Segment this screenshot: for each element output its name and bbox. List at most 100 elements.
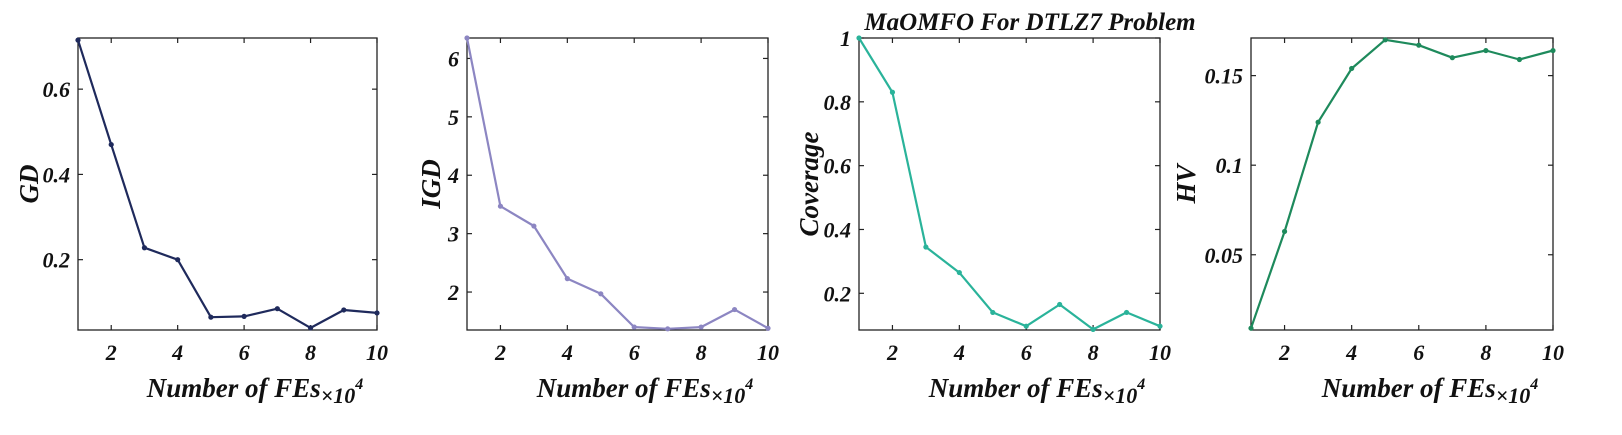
y-tick-label: 0.8	[824, 90, 852, 115]
data-point	[1248, 325, 1254, 331]
x-tick-label: 6	[1021, 340, 1032, 365]
data-point	[1281, 228, 1288, 235]
x-tick-label: 10	[757, 340, 779, 365]
x-tick-label: 8	[1480, 340, 1491, 365]
data-point	[765, 325, 771, 331]
x-axis-exponent: 4	[354, 376, 363, 393]
y-tick-label: 0.6	[43, 77, 71, 102]
data-point	[141, 245, 148, 251]
y-tick-label: 0.2	[43, 248, 71, 273]
series-line	[1249, 38, 1554, 329]
x-axis-label-text: Number of FEs	[146, 373, 321, 403]
chart-panel-3: 2 4 6 8 10 0.2 0.4 0.6 0.8 1 Coverage Number of FEs…	[794, 26, 1171, 408]
data-point	[1057, 301, 1063, 308]
figure-title: MaOMFO For DTLZ7 Problem	[863, 9, 1195, 36]
data-point	[1023, 323, 1029, 329]
y-tick-label: 0.15	[1205, 64, 1244, 89]
data-point	[1315, 119, 1321, 125]
data-point	[956, 269, 962, 276]
x-tick-label: 8	[305, 340, 316, 365]
x-tick-label: 10	[366, 340, 388, 365]
y-tick-label: 0.2	[824, 281, 852, 306]
data-point	[631, 324, 637, 330]
data-point	[75, 37, 81, 43]
y-axis-label: IGD	[416, 159, 446, 210]
y-tick-label: 0.4	[824, 217, 852, 242]
data-point	[923, 244, 929, 250]
x-axis-exponent: 4	[744, 376, 753, 393]
x-axis-multiplier: ×10	[711, 383, 746, 408]
data-point	[208, 314, 214, 320]
x-axis-exponent: 4	[1529, 376, 1538, 393]
x-axis-exponent: 4	[1136, 376, 1145, 393]
y-tick-label: 0.6	[824, 154, 852, 179]
y-tick-label: 0.05	[1205, 243, 1244, 268]
x-tick-label: 2	[886, 340, 898, 365]
x-tick-label: 10	[1542, 340, 1564, 365]
x-axis-label: Number of FEs×104	[146, 373, 364, 408]
y-tick-label: 6	[448, 46, 459, 71]
data-point	[990, 309, 996, 316]
data-point	[1516, 56, 1523, 63]
x-tick-label: 10	[1149, 340, 1171, 365]
x-tick-label: 4	[171, 340, 183, 365]
x-tick-label: 6	[1413, 340, 1424, 365]
y-tick-label: 2	[447, 280, 459, 305]
x-tick-label: 2	[105, 340, 117, 365]
x-axis-multiplier: ×10	[321, 383, 356, 408]
x-tick-label: 4	[953, 340, 965, 365]
data-point	[1550, 47, 1556, 54]
data-point	[1483, 47, 1489, 54]
x-tick-label: 8	[696, 340, 707, 365]
y-tick-label: 0.1	[1216, 153, 1244, 178]
x-tick-label: 6	[239, 340, 250, 365]
x-tick-label: 4	[1345, 340, 1357, 365]
plot-frame	[466, 37, 769, 331]
data-point	[889, 89, 896, 95]
plot-frame	[1250, 37, 1554, 331]
data-point	[241, 313, 247, 319]
y-tick-label: 3	[447, 222, 459, 247]
data-point	[598, 291, 604, 297]
x-tick-label: 2	[494, 340, 506, 365]
x-axis-label-text: Number of FEs	[1321, 373, 1496, 403]
x-axis-label-text: Number of FEs	[536, 373, 711, 403]
data-point	[341, 307, 347, 313]
series-line	[858, 37, 1161, 331]
x-axis-multiplier: ×10	[1103, 383, 1138, 408]
data-point	[108, 141, 114, 148]
data-point	[1382, 37, 1388, 43]
y-tick-label: 4	[447, 163, 459, 188]
data-point	[1090, 326, 1096, 332]
series-line	[76, 39, 378, 329]
y-tick-label: 0.4	[43, 162, 71, 187]
y-tick-label: 1	[840, 26, 851, 51]
x-axis-label: Number of FEs×104	[536, 373, 754, 408]
data-point	[497, 203, 504, 209]
x-tick-label: 6	[629, 340, 640, 365]
data-point	[731, 306, 738, 313]
series-line	[465, 37, 769, 330]
data-point	[464, 35, 470, 41]
data-point	[1349, 65, 1355, 72]
y-axis-label: GD	[14, 165, 44, 204]
data-point	[1449, 55, 1455, 61]
data-point	[374, 310, 380, 316]
x-tick-label: 8	[1088, 340, 1099, 365]
x-tick-label: 2	[1278, 340, 1290, 365]
data-point	[531, 223, 537, 229]
x-axis-multiplier: ×10	[1496, 383, 1531, 408]
x-tick-label: 4	[561, 340, 573, 365]
y-tick-label: 5	[448, 105, 459, 130]
x-axis-label-text: Number of FEs	[928, 373, 1103, 403]
y-axis-label: HV	[1171, 163, 1201, 205]
data-point	[1416, 42, 1422, 48]
data-point	[274, 306, 280, 312]
data-point	[665, 326, 671, 332]
data-point	[564, 276, 570, 282]
y-axis-label: Coverage	[794, 132, 824, 237]
